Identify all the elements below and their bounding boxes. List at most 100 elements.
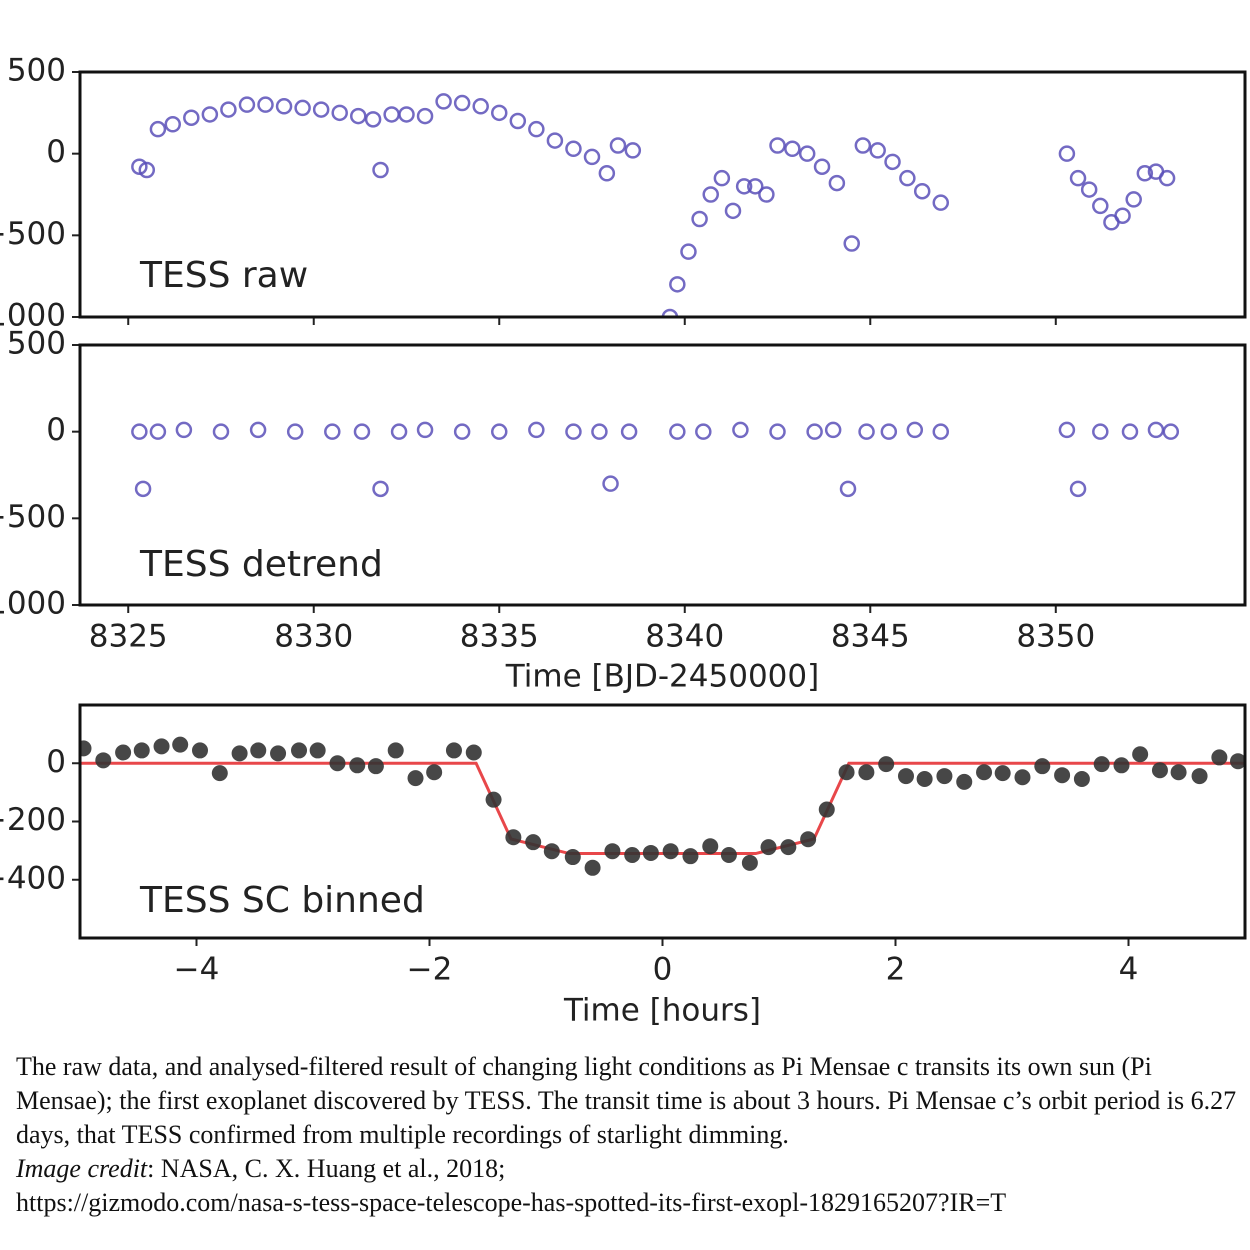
data-point (976, 764, 993, 781)
data-point (843, 235, 860, 252)
data-point (713, 169, 731, 187)
data-point (191, 742, 208, 759)
x-tick-label: 8340 (645, 619, 724, 655)
data-point (294, 99, 311, 117)
data-point (134, 480, 152, 498)
data-point (695, 423, 712, 440)
data-point (249, 421, 267, 439)
data-point (878, 756, 895, 773)
data-point (220, 101, 237, 118)
frame (78, 70, 1247, 319)
plot-area (131, 93, 1176, 317)
url: https://gizmodo.com/nasa-s-tess-space-te… (16, 1188, 1007, 1217)
data-point (175, 421, 193, 439)
data-point (1125, 191, 1142, 208)
data-point (149, 423, 167, 440)
x-tick-label: 8345 (831, 619, 910, 655)
data-point (669, 423, 686, 440)
data-point (899, 169, 916, 187)
data-point (839, 480, 857, 498)
data-point (769, 137, 786, 154)
data-point (1034, 758, 1051, 775)
caption: The raw data, and analysed-filtered resu… (16, 1050, 1250, 1220)
data-point (324, 423, 341, 440)
x-tick-label: 0 (653, 952, 673, 988)
data-point (956, 773, 973, 790)
credit-label: Image credit (16, 1154, 148, 1183)
data-point (798, 145, 816, 162)
plot-area (131, 421, 1180, 498)
data-point (869, 142, 886, 159)
data-point (1113, 757, 1130, 774)
data-point (1073, 770, 1090, 787)
data-point (1158, 169, 1176, 187)
data-point (491, 104, 508, 122)
data-point (367, 758, 384, 775)
data-point (372, 161, 389, 179)
data-point (1136, 165, 1154, 182)
plot-area (80, 736, 1245, 876)
data-point (1114, 207, 1131, 224)
data-point (164, 116, 182, 133)
data-point (250, 742, 267, 759)
y-tick-label: 0 (46, 134, 66, 170)
y-tick-label: 500 (7, 53, 66, 89)
data-point (806, 423, 823, 440)
data-point (691, 210, 708, 228)
data-point (426, 764, 443, 781)
data-point (1132, 746, 1149, 763)
data-point (350, 107, 367, 125)
data-point (309, 742, 326, 759)
data-point (1151, 762, 1168, 779)
data-point (732, 421, 749, 439)
panel-label: TESS detrend (139, 544, 383, 585)
data-point (115, 744, 132, 761)
x-tick-label: 2 (886, 952, 906, 988)
data-point (624, 846, 641, 863)
data-point (838, 764, 855, 781)
data-point (913, 182, 931, 200)
data-point (565, 423, 582, 440)
data-point (624, 142, 642, 159)
data-point (286, 423, 304, 440)
y-tick-label: −500 (0, 499, 66, 535)
panel-label: TESS raw (139, 255, 308, 296)
data-point (813, 158, 831, 175)
data-point (854, 137, 872, 154)
data-point (800, 831, 817, 848)
data-point (669, 276, 686, 293)
data-point (1069, 169, 1087, 187)
data-point (598, 165, 616, 182)
y-tick-label: 500 (7, 326, 66, 362)
data-point (546, 132, 564, 149)
data-point (702, 838, 719, 855)
data-point (680, 243, 697, 260)
data-point (724, 202, 742, 220)
data-point (329, 755, 346, 772)
y-tick-label: −500 (0, 216, 66, 252)
data-point (364, 111, 382, 128)
data-point (331, 104, 348, 122)
data-point (1093, 756, 1110, 773)
credit: Image credit: NASA, C. X. Huang et al., … (16, 1152, 1250, 1186)
data-point (1170, 764, 1187, 781)
data-point (916, 770, 933, 787)
data-point (583, 148, 601, 166)
data-point (525, 834, 542, 851)
data-point (994, 765, 1011, 782)
data-point (661, 308, 679, 317)
y-tick-label: −400 (0, 860, 66, 896)
data-point (758, 186, 775, 203)
data-point (416, 421, 434, 439)
data-point (212, 423, 230, 440)
data-point (270, 745, 287, 762)
y-tick-label: 0 (46, 412, 66, 448)
data-point (1069, 480, 1087, 498)
frame (78, 703, 1247, 940)
x-tick-label: −4 (174, 952, 220, 988)
data-point (257, 96, 274, 113)
figure: 500 0 −500 −1000 TESS raw 500 0 −500 −1000 8325 83… (0, 53, 1247, 1029)
credit-text: : NASA, C. X. Huang et al., 2018; (147, 1154, 506, 1183)
x-axis-label: Time [BJD-2450000] (505, 659, 819, 695)
